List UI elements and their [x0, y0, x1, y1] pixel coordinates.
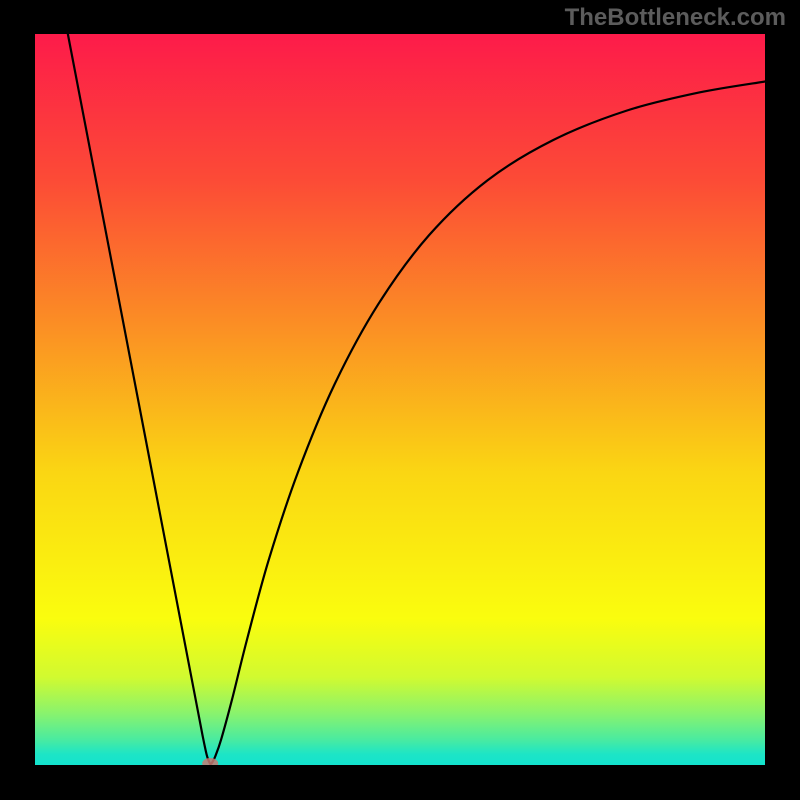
chart-svg	[35, 34, 765, 765]
watermark-text: TheBottleneck.com	[565, 4, 786, 32]
optimal-point-marker	[202, 758, 218, 765]
plot-area	[35, 34, 765, 765]
bottleneck-curve	[68, 34, 765, 764]
chart-container: TheBottleneck.com	[0, 0, 800, 800]
